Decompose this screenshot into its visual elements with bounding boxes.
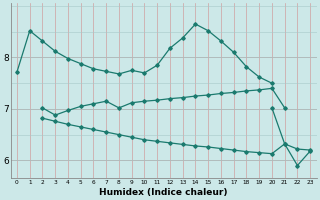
X-axis label: Humidex (Indice chaleur): Humidex (Indice chaleur): [99, 188, 228, 197]
